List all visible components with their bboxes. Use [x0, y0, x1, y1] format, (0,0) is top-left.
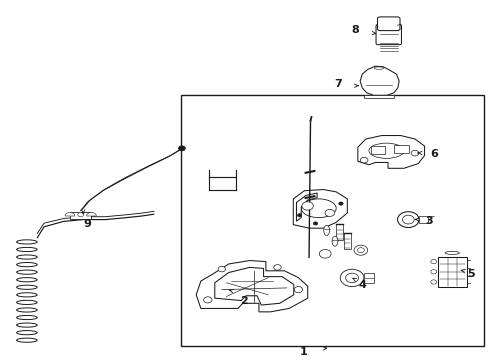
Text: 9: 9 [83, 219, 91, 229]
Circle shape [340, 269, 363, 287]
Bar [343, 233, 350, 249]
Bar [364, 95, 393, 98]
Polygon shape [293, 189, 346, 228]
Polygon shape [196, 261, 307, 312]
Circle shape [353, 245, 367, 255]
Ellipse shape [368, 143, 403, 158]
Circle shape [338, 202, 343, 205]
Text: 2: 2 [240, 296, 248, 306]
Ellipse shape [444, 251, 459, 255]
Bar [70, 212, 91, 219]
Polygon shape [214, 267, 293, 305]
Polygon shape [296, 193, 316, 221]
Bar [336, 224, 343, 240]
Circle shape [301, 202, 313, 210]
Polygon shape [359, 66, 398, 95]
Circle shape [218, 266, 225, 272]
Ellipse shape [301, 199, 336, 217]
Bar [370, 146, 384, 154]
Circle shape [360, 157, 367, 163]
Text: 3: 3 [425, 216, 432, 226]
Circle shape [294, 287, 302, 293]
Bar [418, 216, 427, 223]
Text: 8: 8 [350, 25, 358, 35]
Text: 7: 7 [334, 79, 342, 89]
Circle shape [325, 210, 334, 216]
Circle shape [78, 212, 83, 217]
Circle shape [430, 280, 436, 284]
Ellipse shape [331, 236, 337, 246]
Circle shape [203, 297, 212, 303]
Wedge shape [86, 212, 96, 216]
Circle shape [297, 213, 301, 217]
Circle shape [410, 150, 418, 156]
Wedge shape [65, 212, 75, 216]
Circle shape [313, 222, 317, 225]
Circle shape [430, 260, 436, 264]
Circle shape [273, 265, 281, 270]
FancyBboxPatch shape [377, 17, 399, 31]
Text: 4: 4 [358, 280, 366, 291]
Text: 5: 5 [466, 269, 474, 279]
Polygon shape [357, 136, 424, 168]
FancyBboxPatch shape [375, 24, 401, 45]
Circle shape [430, 270, 436, 274]
Ellipse shape [323, 225, 329, 235]
Circle shape [178, 146, 185, 151]
Bar [393, 145, 408, 153]
Circle shape [357, 248, 364, 253]
Circle shape [402, 215, 413, 224]
Bar [181, 95, 483, 346]
Circle shape [397, 212, 418, 228]
Circle shape [345, 273, 358, 283]
Text: 6: 6 [429, 149, 437, 159]
Bar [363, 273, 373, 283]
Circle shape [319, 249, 330, 258]
Bar [437, 256, 466, 287]
Ellipse shape [373, 67, 383, 69]
Text: 1: 1 [299, 347, 306, 357]
